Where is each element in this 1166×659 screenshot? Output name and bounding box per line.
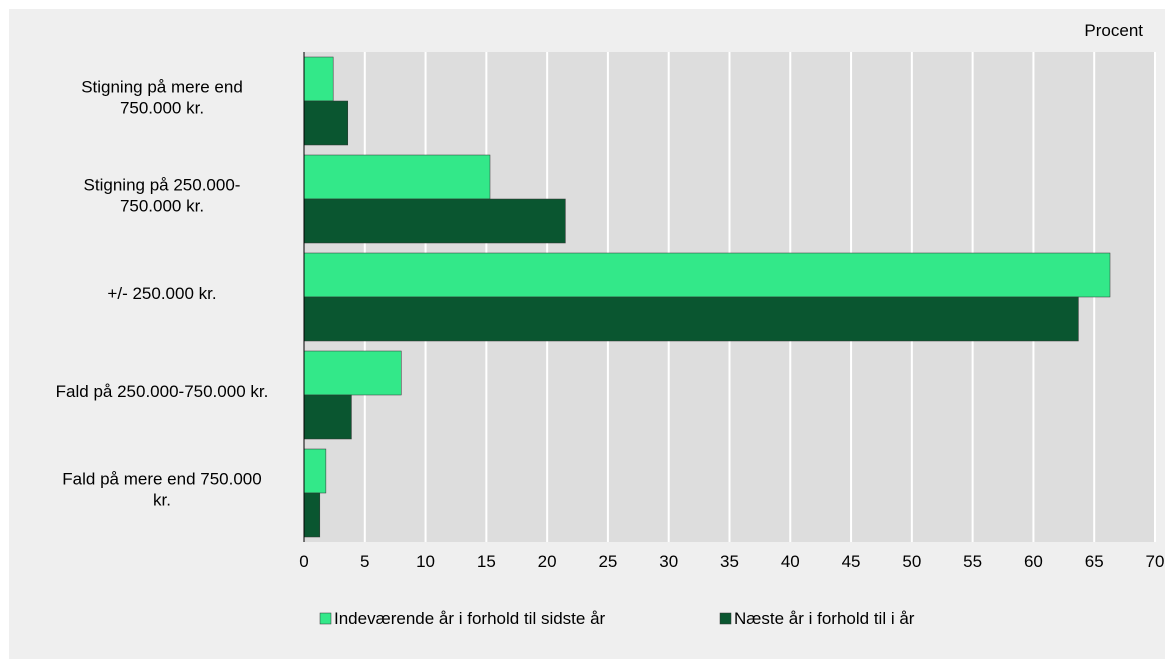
x-tick-label: 10	[416, 552, 435, 571]
legend-swatch	[719, 612, 732, 625]
x-tick-label: 55	[963, 552, 982, 571]
bar-series-2	[303, 492, 321, 538]
bar-series-2	[303, 100, 349, 146]
x-tick-label: 15	[477, 552, 496, 571]
x-tick-label: 40	[781, 552, 800, 571]
legend-swatch	[319, 612, 332, 625]
x-tick-label: 45	[842, 552, 861, 571]
legend-label: Næste år i forhold til i år	[734, 609, 915, 628]
bar-chart: Stigning på mere end 750.000 kr. Stigning …	[56, 21, 1165, 628]
x-tick-label: 35	[720, 552, 739, 571]
category-labels: Stigning på mere end 750.000 kr. Stigning …	[56, 78, 269, 510]
bar-series-1	[303, 448, 327, 494]
chart-panel: Stigning på mere end 750.000 kr. Stigning …	[9, 9, 1165, 659]
bar-series-1	[303, 154, 491, 200]
bar-series-2	[303, 198, 566, 244]
bar-series-1	[303, 56, 334, 102]
bar-series-2	[303, 394, 352, 440]
legend-label: Indeværende år i forhold til sidste år	[334, 609, 606, 628]
x-tick-label: 30	[659, 552, 678, 571]
x-tick-label: 0	[299, 552, 308, 571]
category-label: Fald på 250.000-750.000 kr.	[56, 382, 269, 401]
x-tick-label: 70	[1146, 552, 1165, 571]
category-label: Stigning på 250.000-750.000 kr.	[84, 176, 241, 216]
x-tick-label: 5	[360, 552, 369, 571]
x-tick-label: 50	[902, 552, 921, 571]
x-tick-label: 20	[538, 552, 557, 571]
x-tick-labels: 0 5 10 15 20 25 30 35 40 45 50 55 60 65 70	[299, 552, 1164, 571]
bar-series-2	[303, 296, 1079, 342]
legend: Indeværende år i forhold til sidste år Næ…	[319, 609, 915, 628]
bars	[303, 56, 1111, 538]
x-tick-label: 25	[598, 552, 617, 571]
bar-series-1	[303, 252, 1111, 298]
x-tick-label: 60	[1024, 552, 1043, 571]
bar-series-1	[303, 350, 402, 396]
x-tick-label: 65	[1085, 552, 1104, 571]
category-label: Fald på mere end 750.000 kr.	[62, 470, 261, 510]
unit-label: Procent	[1084, 21, 1143, 40]
category-label: Stigning på mere end 750.000 kr.	[81, 78, 243, 118]
category-label: +/- 250.000 kr.	[107, 284, 216, 303]
